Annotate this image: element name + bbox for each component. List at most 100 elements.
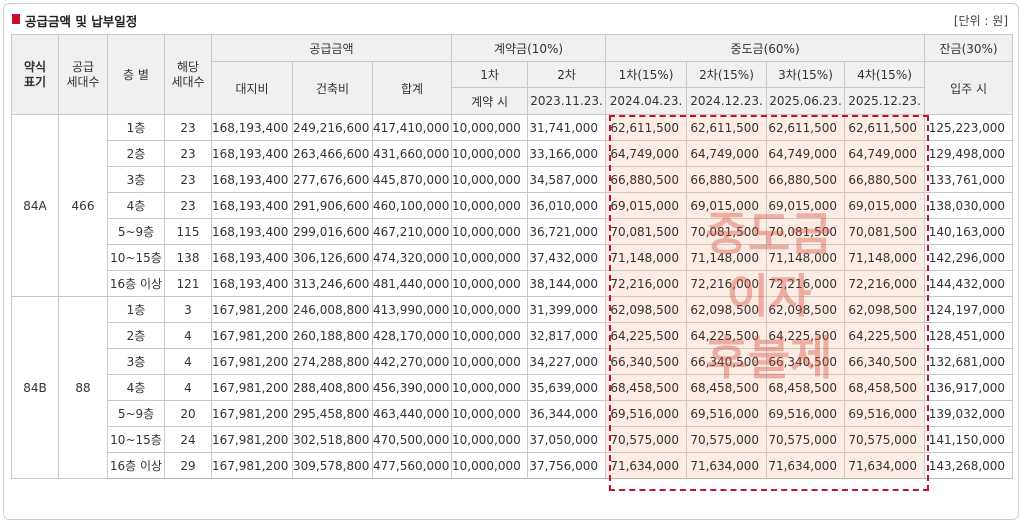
- cell-balance: 140,163,000: [924, 218, 1014, 245]
- cell-m3: 66,880,500: [766, 166, 846, 193]
- cell-m2: 70,081,500: [686, 218, 768, 245]
- cell-units: 4: [164, 348, 212, 375]
- cell-total: 460,100,000: [371, 192, 453, 219]
- cell-c2: 37,050,000: [527, 426, 607, 453]
- cell-m3: 69,516,000: [766, 400, 846, 427]
- cell-m4: 66,880,500: [844, 166, 926, 193]
- cell-balance: 136,917,000: [924, 374, 1014, 401]
- cell-units: 23: [164, 166, 212, 193]
- cell-building: 246,008,800: [292, 296, 373, 323]
- cell-c1: 10,000,000: [451, 114, 529, 141]
- table-body: 84A 466 1층 23 168,193,400 249,216,600 417,410,…: [11, 114, 1014, 479]
- cell-balance: 141,150,000: [924, 426, 1014, 453]
- header-middle-3: 3차(15%): [766, 61, 846, 88]
- header-balance-when: 입주 시: [924, 61, 1014, 115]
- cell-m1: 64,749,000: [605, 140, 688, 167]
- cell-m2: 62,611,500: [686, 114, 768, 141]
- cell-supply-units: 466: [58, 114, 108, 297]
- cell-m1: 66,340,500: [605, 348, 688, 375]
- cell-m3: 71,634,000: [766, 452, 846, 479]
- cell-total: 456,390,000: [371, 374, 453, 401]
- cell-balance: 129,498,000: [924, 140, 1014, 167]
- cell-total: 474,320,000: [371, 244, 453, 271]
- table-row: 84B 88 1층 3 167,981,200 246,008,800 413,990,00…: [11, 296, 1014, 479]
- cell-building: 291,906,600: [292, 192, 373, 219]
- cell-floor: 16층 이상: [107, 452, 165, 479]
- cell-m2: 64,225,500: [686, 322, 768, 349]
- cell-c1: 10,000,000: [451, 452, 529, 479]
- cell-supply-units: 88: [58, 296, 108, 479]
- unit-label: [단위 : 원]: [953, 14, 1008, 28]
- header-middle-4: 4차(15%): [844, 61, 926, 88]
- cell-m2: 68,458,500: [686, 374, 768, 401]
- table-row: 4층 23 168,193,400 291,906,600 460,100,000 10,…: [12, 192, 1014, 219]
- cell-m4: 64,749,000: [844, 140, 926, 167]
- cell-land: 168,193,400: [211, 192, 293, 219]
- cell-balance: 139,032,000: [924, 400, 1014, 427]
- cell-building: 274,288,800: [292, 348, 373, 375]
- cell-m2: 64,749,000: [686, 140, 768, 167]
- cell-units: 115: [164, 218, 212, 245]
- table-row: 4층 4 167,981,200 288,408,800 456,390,000 10,0…: [12, 374, 1014, 401]
- cell-c1: 10,000,000: [451, 192, 529, 219]
- cell-m1: 62,098,500: [605, 296, 688, 323]
- cell-c2: 38,144,000: [527, 270, 607, 297]
- cell-units: 20: [164, 400, 212, 427]
- cell-m3: 72,216,000: [766, 270, 846, 297]
- header-building: 건축비: [292, 61, 373, 115]
- table-row: 3층 4 167,981,200 274,288,800 442,270,000 10,0…: [12, 348, 1014, 375]
- header-total: 합계: [371, 61, 453, 115]
- cell-c2: 37,432,000: [527, 244, 607, 271]
- cell-floor: 3층: [107, 348, 165, 375]
- price-table: 약식 표기 공급 세대수 층 별 해당 세대수 공급금액 계약금(10%) 중도…: [11, 34, 1014, 479]
- table-row: 2층 23 168,193,400 263,466,600 431,660,000 10,…: [12, 140, 1014, 167]
- header-land: 대지비: [211, 61, 293, 115]
- cell-balance: 128,451,000: [924, 322, 1014, 349]
- cell-balance: 133,761,000: [924, 166, 1014, 193]
- cell-m3: 66,340,500: [766, 348, 846, 375]
- header-supply-amount: 공급금액: [210, 34, 453, 62]
- cell-land: 168,193,400: [211, 270, 293, 297]
- cell-m3: 64,225,500: [766, 322, 846, 349]
- table-row: 84A 466 1층 23 168,193,400 249,216,600 417,410,…: [11, 114, 1014, 297]
- cell-m1: 66,880,500: [605, 166, 688, 193]
- cell-c2: 31,741,000: [527, 114, 607, 141]
- cell-units: 23: [164, 192, 212, 219]
- cell-m3: 70,575,000: [766, 426, 846, 453]
- cell-floor: 5~9층: [107, 218, 165, 245]
- cell-building: 288,408,800: [292, 374, 373, 401]
- cell-m3: 68,458,500: [766, 374, 846, 401]
- header-contract-1-when: 계약 시: [451, 87, 529, 115]
- header-floor: 층 별: [107, 34, 165, 115]
- cell-floor: 1층: [107, 114, 165, 141]
- cell-c1: 10,000,000: [451, 348, 529, 375]
- cell-floor: 3층: [107, 166, 165, 193]
- cell-total: 481,440,000: [371, 270, 453, 297]
- cell-balance: 132,681,000: [924, 348, 1014, 375]
- cell-m1: 69,516,000: [605, 400, 688, 427]
- cell-land: 168,193,400: [211, 166, 293, 193]
- cell-building: 263,466,600: [292, 140, 373, 167]
- cell-m1: 71,148,000: [605, 244, 688, 271]
- header-contract: 계약금(10%): [451, 34, 607, 62]
- cell-c2: 34,227,000: [527, 348, 607, 375]
- cell-units: 23: [164, 140, 212, 167]
- title-bar: 공급금액 및 납부일정 [단위 : 원]: [12, 10, 1008, 30]
- cell-land: 167,981,200: [211, 426, 293, 453]
- header-units: 해당 세대수: [164, 34, 212, 115]
- cell-total: 417,410,000: [371, 114, 453, 141]
- cell-c2: 33,166,000: [527, 140, 607, 167]
- cell-building: 295,458,800: [292, 400, 373, 427]
- cell-floor: 10~15층: [107, 244, 165, 271]
- cell-m1: 62,611,500: [605, 114, 688, 141]
- header-type: 약식 표기: [11, 34, 59, 115]
- table-header: 약식 표기 공급 세대수 층 별 해당 세대수 공급금액 계약금(10%) 중도…: [11, 34, 1014, 115]
- cell-m2: 72,216,000: [686, 270, 768, 297]
- cell-total: 477,560,000: [371, 452, 453, 479]
- cell-type: 84B: [11, 296, 59, 479]
- cell-total: 445,870,000: [371, 166, 453, 193]
- cell-m4: 72,216,000: [844, 270, 926, 297]
- cell-c1: 10,000,000: [451, 322, 529, 349]
- cell-land: 168,193,400: [211, 114, 293, 141]
- cell-land: 167,981,200: [211, 452, 293, 479]
